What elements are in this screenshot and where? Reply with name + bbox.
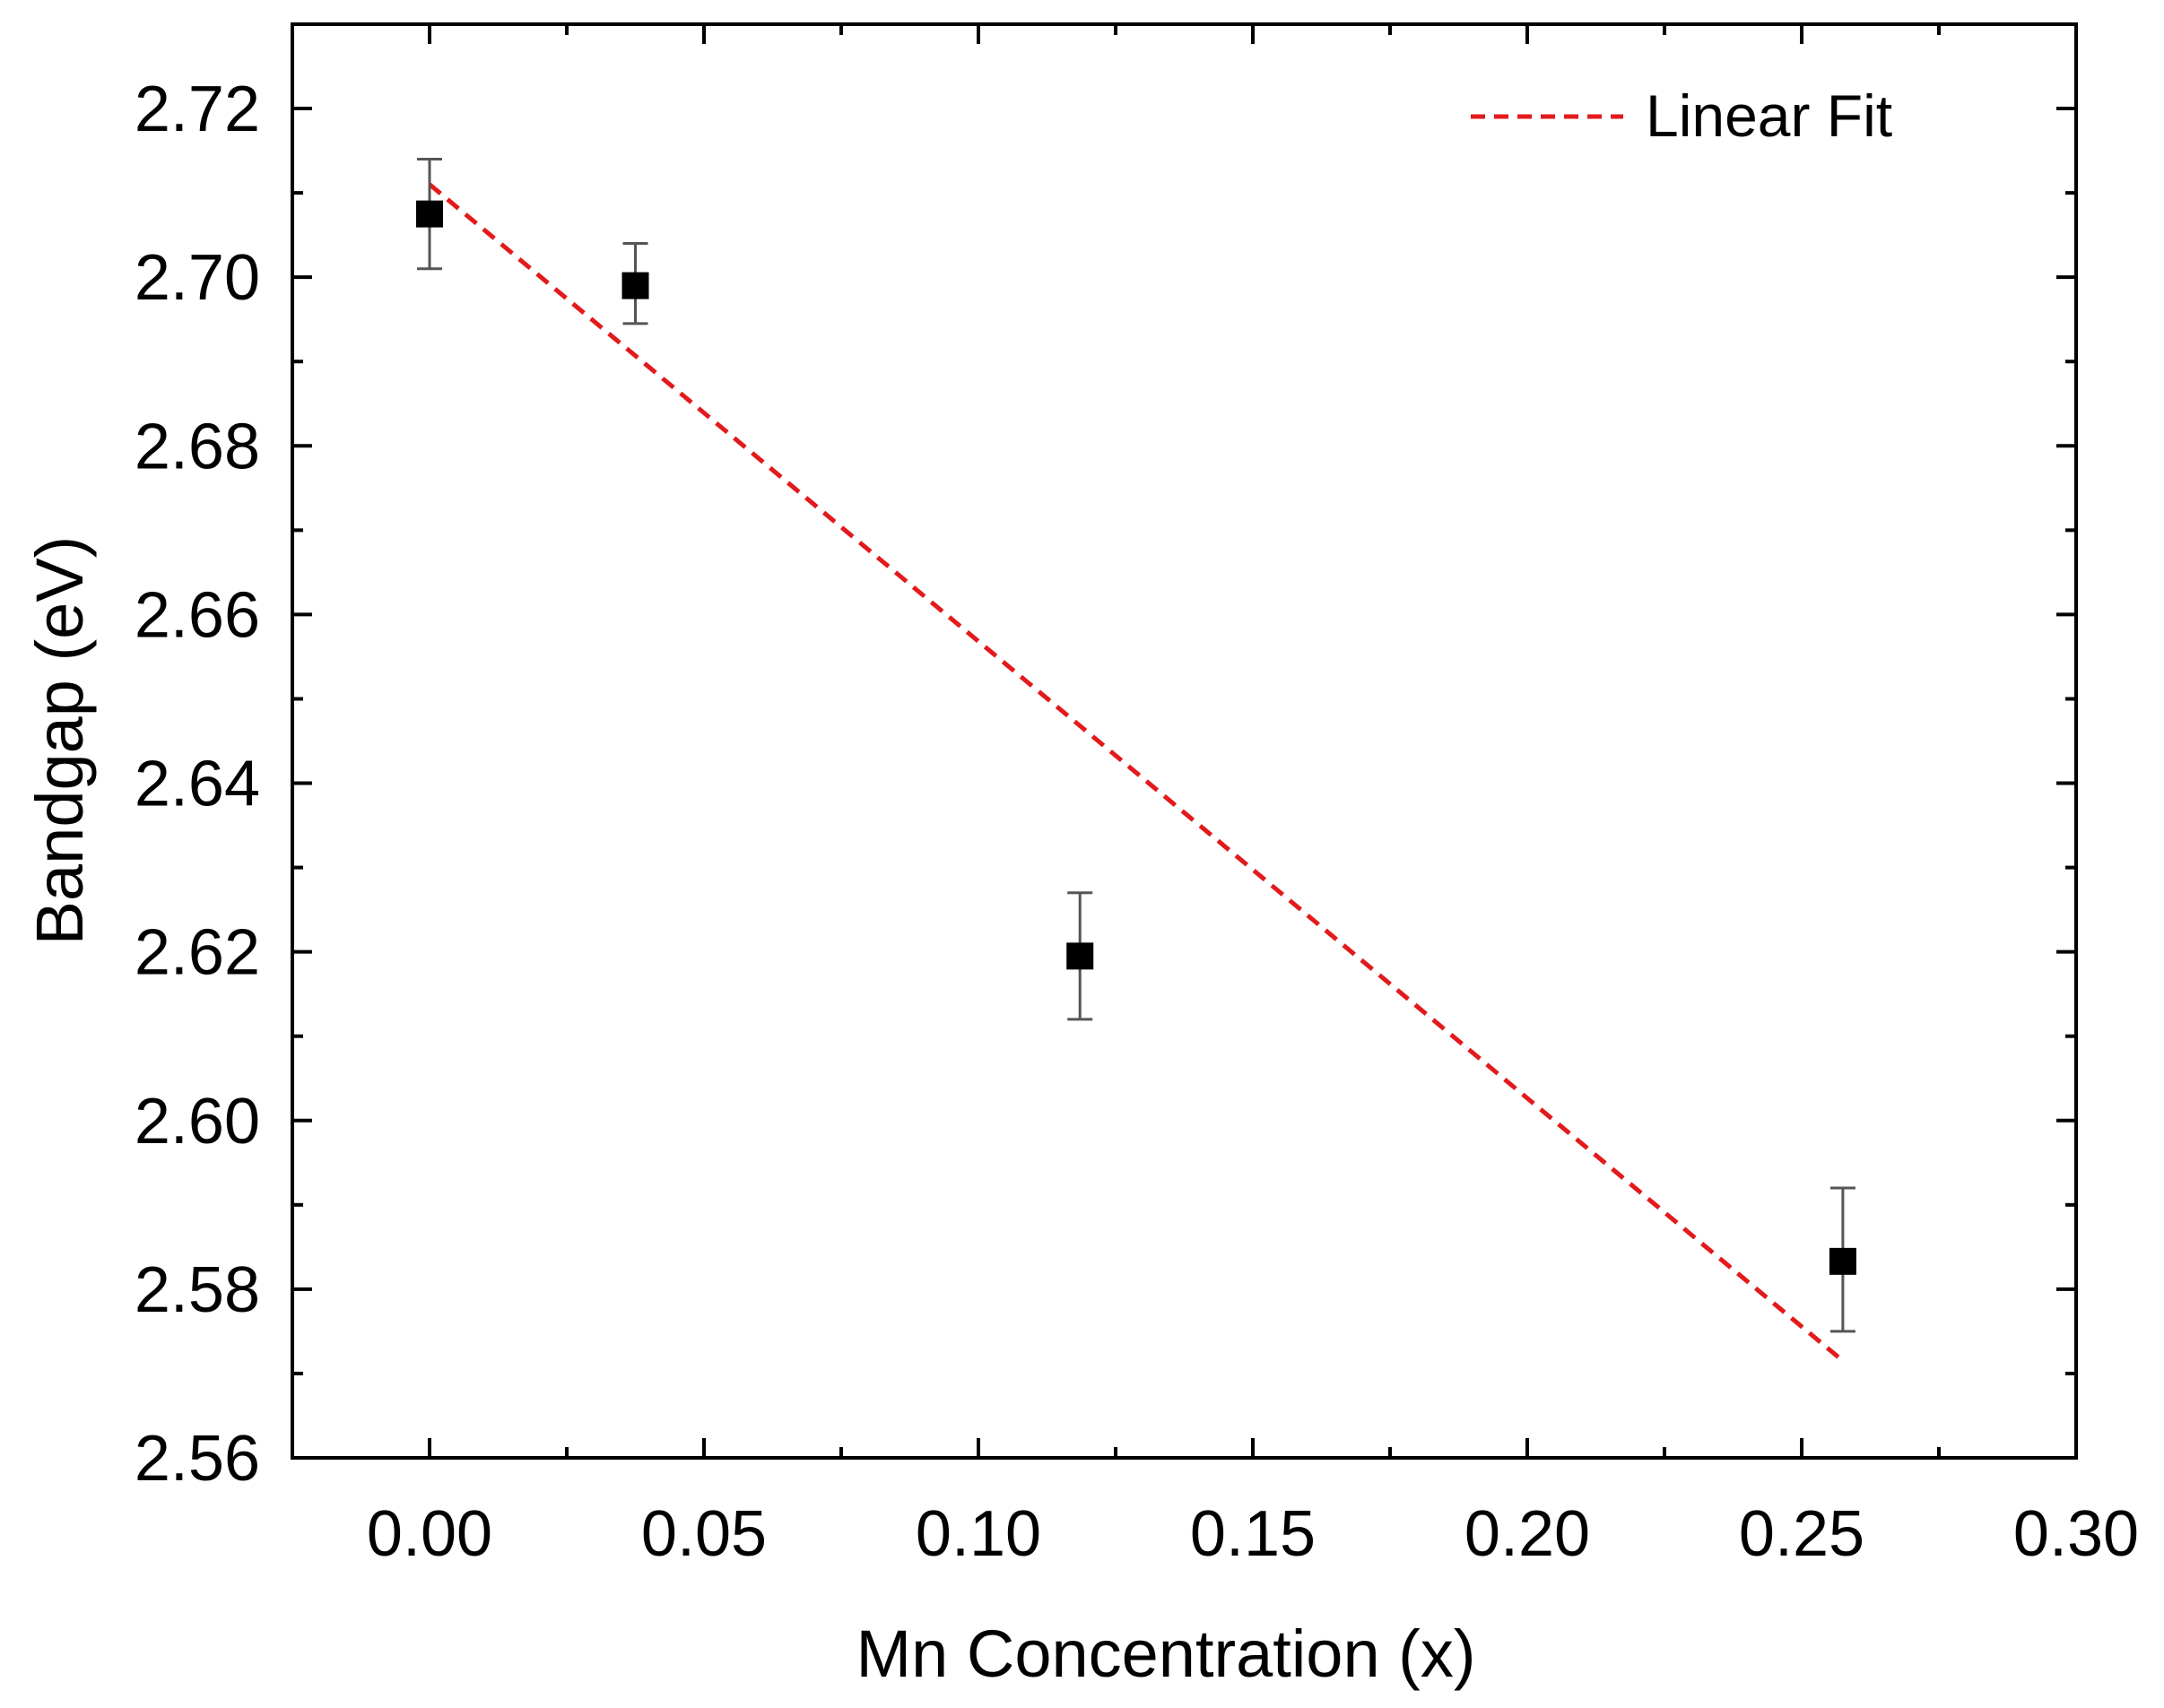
x-tick-label: 0.30 (2013, 1498, 2139, 1570)
y-tick-label: 2.60 (135, 1086, 260, 1157)
data-points (416, 200, 1856, 1275)
y-tick-label: 2.66 (135, 579, 260, 651)
y-axis-label: Bandgap (eV) (22, 536, 97, 946)
data-point (1066, 942, 1094, 970)
y-tick-label: 2.70 (135, 242, 260, 314)
x-tick-label: 0.00 (367, 1498, 492, 1570)
x-tick-label: 0.10 (916, 1498, 1041, 1570)
x-axis-label: Mn Concentration (x) (856, 1617, 1476, 1691)
data-point (621, 272, 649, 299)
y-tick-label: 2.56 (135, 1423, 260, 1495)
x-tick-label: 0.25 (1739, 1498, 1864, 1570)
y-tick-label: 2.62 (135, 917, 260, 989)
linear-fit-line (428, 182, 1845, 1363)
x-tick-label: 0.15 (1190, 1498, 1316, 1570)
y-tick-label: 2.64 (135, 749, 260, 820)
axis-ticks (292, 24, 2078, 1460)
plot-frame (291, 22, 2078, 1460)
data-point (1829, 1247, 1856, 1275)
legend: Linear Fit (1471, 82, 1892, 149)
y-tick-label: 2.68 (135, 411, 260, 482)
x-tick-labels: 0.00 0.05 0.10 0.15 0.20 0.25 0.30 (367, 1498, 2139, 1570)
y-tick-label: 2.58 (135, 1254, 260, 1326)
x-tick-label: 0.05 (641, 1498, 767, 1570)
x-tick-label: 0.20 (1464, 1498, 1590, 1570)
legend-label-linear-fit: Linear Fit (1646, 82, 1892, 149)
data-point (416, 200, 443, 228)
error-bars (417, 157, 1855, 1333)
y-tick-labels: 2.56 2.58 2.60 2.62 2.64 2.66 2.68 2.70 2.72 (135, 74, 260, 1495)
y-tick-label: 2.72 (135, 74, 260, 145)
